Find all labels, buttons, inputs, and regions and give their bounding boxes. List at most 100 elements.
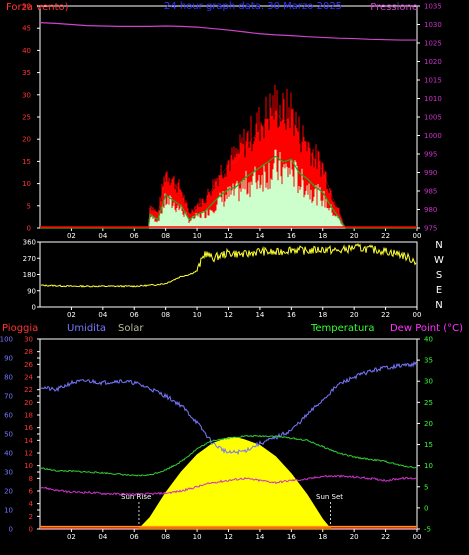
panel3-plot (40, 360, 417, 530)
y-tick-label: 28 (24, 348, 33, 356)
x-tick-label: 08 (161, 232, 170, 240)
x-tick-label: 04 (98, 311, 107, 319)
x-tick-label: 22 (381, 232, 390, 240)
x-tick-label: 04 (98, 232, 107, 240)
y-tick-label: 25 (424, 399, 433, 407)
y-tick-label: 0 (9, 526, 13, 534)
y-tick-label: 25 (22, 114, 31, 122)
y-tick-label: 1020 (424, 58, 442, 66)
x-tick-label: 16 (287, 232, 296, 240)
y-tick-label: 18 (24, 412, 33, 420)
y-tick-label: 30 (424, 378, 433, 386)
wind-average-line (40, 155, 417, 229)
x-tick-label: 14 (255, 533, 264, 541)
y-tick-label: 6 (29, 488, 34, 496)
y-tick-label: 5 (27, 202, 31, 210)
x-tick-label: 00 (413, 311, 422, 319)
x-tick-label: 14 (255, 311, 264, 319)
rain-label: Pioggia (2, 323, 38, 334)
y-tick-label: 990 (424, 169, 437, 177)
y-tick-label: 5 (424, 483, 428, 491)
x-tick-label: 02 (67, 533, 76, 541)
panel2-time-ticks: 02 04 06 08 10 12 14 16 18 20 22 00 (67, 307, 422, 319)
x-tick-label: 18 (318, 311, 327, 319)
y-tick-label: 50 (4, 431, 13, 439)
x-tick-label: 08 (161, 533, 170, 541)
y-tick-label: 15 (22, 158, 31, 166)
y-tick-label: 26 (24, 361, 33, 369)
panel2-frame (39, 241, 418, 308)
y-tick-label: 50 (22, 3, 31, 11)
y-tick-label: 100 (0, 336, 13, 344)
y-tick-label: 1000 (424, 132, 442, 140)
y-tick-label: 0 (29, 526, 33, 534)
y-tick-label: 60 (4, 412, 13, 420)
x-tick-label: 12 (224, 533, 233, 541)
y-tick-label: 180 (23, 271, 36, 279)
pressure-axis-label: Pressione (370, 2, 418, 13)
wind-pressure-panel: 24 hour graph data. 30 Marzo 2025 Forza … (6, 1, 442, 240)
x-tick-label: 18 (318, 533, 327, 541)
y-tick-label: 14 (24, 437, 33, 445)
x-tick-label: 06 (130, 311, 139, 319)
y-tick-label: 1010 (424, 95, 442, 103)
temperature-humidity-panel: Pioggia Umidita Solar Temperatura Dew Po… (0, 323, 463, 541)
sunrise-label: Sun Rise (121, 493, 151, 501)
wind-average-bars (148, 149, 346, 228)
x-tick-label: 22 (381, 311, 390, 319)
compass-n-4: N (435, 300, 442, 311)
y-tick-label: 20 (22, 136, 31, 144)
y-tick-label: 1005 (424, 114, 442, 122)
y-tick-label: 4 (29, 500, 34, 508)
x-tick-label: 18 (318, 232, 327, 240)
x-tick-label: 16 (287, 533, 296, 541)
x-tick-label: 10 (193, 533, 202, 541)
y-tick-label: 975 (424, 225, 437, 233)
y-tick-label: 0 (27, 225, 31, 233)
wind-series-line (40, 112, 417, 229)
y-tick-label: 24 (24, 374, 33, 382)
y-tick-label: 1035 (424, 3, 442, 11)
solar-label: Solar (118, 323, 144, 334)
panel2-plot (40, 242, 417, 288)
y-tick-label: 40 (22, 47, 31, 55)
y-tick-label: 90 (4, 355, 13, 363)
compass-n-0: N (435, 240, 442, 251)
y-tick-label: 40 (4, 450, 13, 458)
y-tick-label: 30 (22, 91, 31, 99)
x-tick-label: 16 (287, 311, 296, 319)
y-tick-label: 0 (424, 504, 428, 512)
x-tick-label: 20 (350, 311, 359, 319)
y-tick-label: -5 (424, 526, 431, 534)
y-tick-label: 15 (424, 441, 433, 449)
x-tick-label: 10 (193, 311, 202, 319)
x-tick-label: 06 (130, 232, 139, 240)
y-tick-label: 40 (424, 336, 433, 344)
dewpoint-label: Dew Point (°C) (390, 323, 463, 334)
temperature-axis-ticks: -5 0 5 10 15 20 25 30 35 40 (417, 336, 433, 534)
y-tick-label: 980 (424, 206, 437, 214)
y-tick-label: 35 (424, 357, 433, 365)
sunset-label: Sun Set (316, 493, 343, 501)
y-tick-label: 30 (24, 336, 33, 344)
y-tick-label: 270 (23, 255, 36, 263)
x-tick-label: 14 (255, 232, 264, 240)
y-tick-label: 10 (24, 462, 33, 470)
x-tick-label: 04 (98, 533, 107, 541)
pressure-axis-ticks: 975 980 985 990 995 1000 1005 1010 1015 1020 1025 1… (417, 3, 442, 233)
y-tick-label: 1030 (424, 21, 442, 29)
x-tick-label: 20 (350, 533, 359, 541)
y-tick-label: 35 (22, 69, 31, 77)
x-tick-label: 10 (193, 232, 202, 240)
y-tick-label: 90 (27, 287, 36, 295)
panel1-time-ticks: 02 04 06 08 10 12 14 16 18 20 22 00 (67, 228, 421, 240)
panel1-plot (39, 22, 417, 229)
x-tick-label: 08 (161, 311, 170, 319)
dewpoint-line (40, 474, 417, 497)
compass-e-3: E (436, 285, 442, 296)
y-tick-label: 8 (29, 475, 33, 483)
temperature-label: Temperatura (310, 323, 375, 334)
x-tick-label: 02 (67, 232, 76, 240)
y-tick-label: 20 (24, 399, 33, 407)
